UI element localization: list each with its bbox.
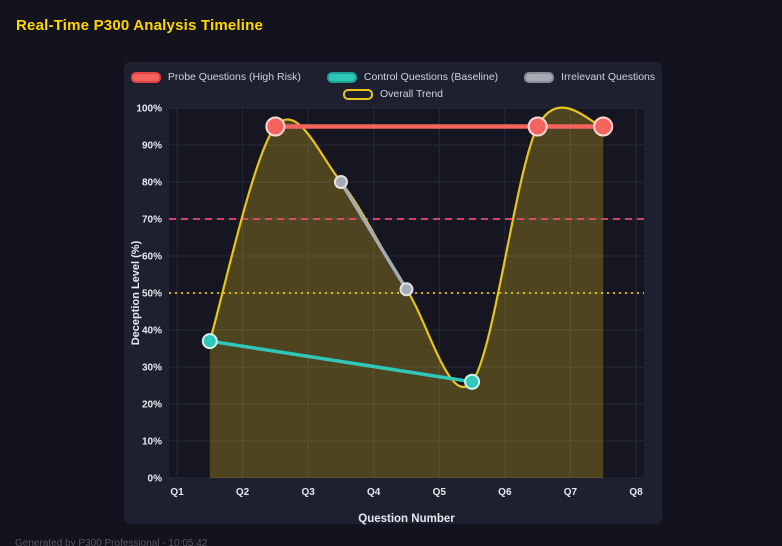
x-tick-label: Q5 xyxy=(433,487,447,498)
x-tick-label: Q6 xyxy=(498,487,512,498)
probe-questions-high-risk-point[interactable] xyxy=(265,116,286,137)
irrelevant-questions-point[interactable] xyxy=(399,282,414,297)
x-tick-label: Q3 xyxy=(301,487,315,498)
footer-note: Generated by P300 Professional - 10:05:4… xyxy=(15,538,208,546)
x-tick-label: Q8 xyxy=(629,487,643,498)
timeline-chart: 0% 10% 20% 30% 40% 50% 60% 70% 80% 90% 100% Q1 Q2 Q3 Q… xyxy=(130,104,644,525)
y-tick-label: 100% xyxy=(136,104,162,115)
y-tick-label: 90% xyxy=(142,141,162,152)
probe-questions-high-risk-point[interactable] xyxy=(593,116,614,137)
x-tick-label: Q4 xyxy=(367,487,381,498)
y-tick-label: 30% xyxy=(142,363,162,374)
probe-questions-high-risk-legend-swatch xyxy=(130,71,161,83)
y-tick-label: 70% xyxy=(142,215,162,226)
control-questions-baseline-point[interactable] xyxy=(201,333,218,350)
y-tick-label: 0% xyxy=(148,474,163,485)
y-tick-label: 50% xyxy=(142,289,162,300)
control-questions-baseline-point[interactable] xyxy=(464,373,481,390)
legend-label: Control Questions (Baseline) xyxy=(363,71,499,83)
x-tick-label: Q2 xyxy=(236,487,250,498)
legend-label: Overall Trend xyxy=(379,88,444,100)
y-tick-label: 60% xyxy=(142,252,162,263)
y-axis-label: Deception Level (%) xyxy=(130,240,142,345)
x-axis-label: Question Number xyxy=(358,513,455,525)
x-tick-label: Q1 xyxy=(170,487,184,498)
control-questions-baseline-line xyxy=(208,339,474,384)
overall-trend-legend-swatch xyxy=(342,88,373,100)
probe-questions-high-risk-point[interactable] xyxy=(527,116,548,137)
y-tick-label: 80% xyxy=(142,178,162,189)
legend-row-1: Probe Questions (High Risk) Control Quest… xyxy=(130,71,655,83)
x-tick-label: Q7 xyxy=(564,487,578,498)
y-tick-label: 40% xyxy=(142,326,162,337)
y-tick-label: 10% xyxy=(142,437,162,448)
chart-card: Probe Questions (High Risk) Control Quest… xyxy=(124,62,662,525)
chart-legend: Probe Questions (High Risk) Control Quest… xyxy=(124,71,662,100)
legend-label: Probe Questions (High Risk) xyxy=(167,71,301,83)
y-tick-label: 20% xyxy=(142,400,162,411)
legend-row-2: Overall Trend xyxy=(342,88,444,100)
legend-item-irrelevant-questions[interactable]: Irrelevant Questions xyxy=(524,71,655,83)
irrelevant-questions-point[interactable] xyxy=(333,175,348,189)
legend-label: Irrelevant Questions xyxy=(561,71,656,83)
control-questions-baseline-legend-swatch xyxy=(326,71,357,83)
legend-item-overall-trend[interactable]: Overall Trend xyxy=(342,88,444,100)
irrelevant-questions-line xyxy=(339,180,409,292)
legend-item-control-questions-baseline[interactable]: Control Questions (Baseline) xyxy=(326,71,499,83)
page-title: Real-Time P300 Analysis Timeline xyxy=(16,17,264,34)
legend-item-probe-questions-high-risk[interactable]: Probe Questions (High Risk) xyxy=(130,71,301,83)
irrelevant-questions-legend-swatch xyxy=(524,71,555,83)
